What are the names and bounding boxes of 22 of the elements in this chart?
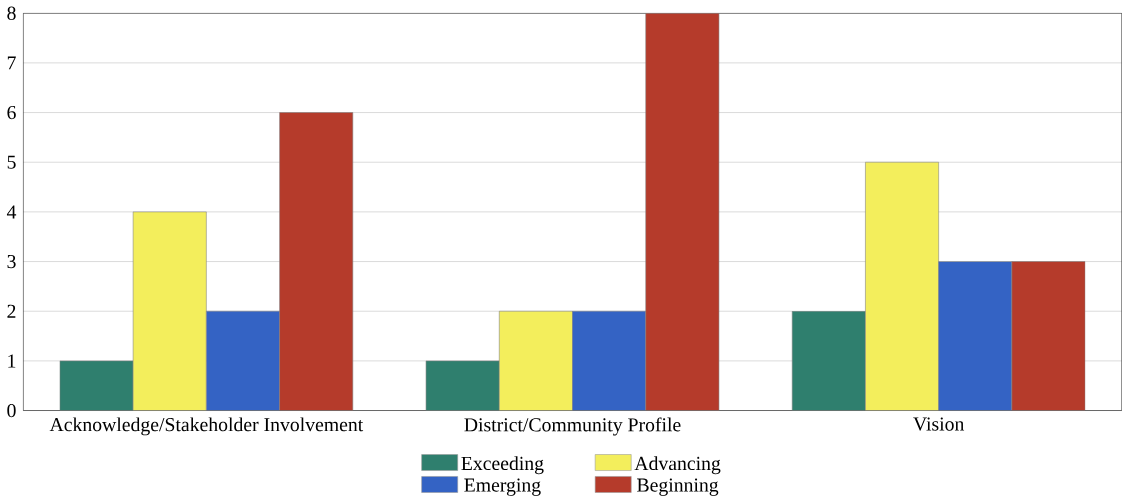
y-tick-label: 6 [7, 105, 16, 120]
legend-label: Advancing [634, 456, 721, 475]
legend-label: Exceeding [461, 456, 544, 475]
y-tick-label: 8 [7, 6, 16, 20]
y-tick-label: 0 [7, 403, 16, 418]
x-tick-label: Vision [913, 417, 965, 431]
y-tick-label: 2 [7, 304, 16, 318]
bar [865, 161, 939, 411]
y-tick-label: 7 [7, 56, 16, 70]
legend-label: Beginning [637, 478, 719, 496]
y-tick-label: 4 [6, 205, 17, 219]
y-tick-label: 3 [7, 254, 16, 269]
bar [938, 261, 1013, 411]
y-tick-label: 1 [8, 354, 16, 368]
x-tick-label: Acknowledge/Stakeholder Involvement [49, 417, 364, 436]
bar [572, 310, 647, 411]
bar [206, 310, 280, 411]
legend-label: Emerging [464, 478, 541, 496]
x-tick-label: District/Community Profile [464, 417, 681, 436]
bar [132, 211, 207, 411]
y-tick-label: 5 [7, 155, 16, 169]
bar [498, 310, 573, 411]
